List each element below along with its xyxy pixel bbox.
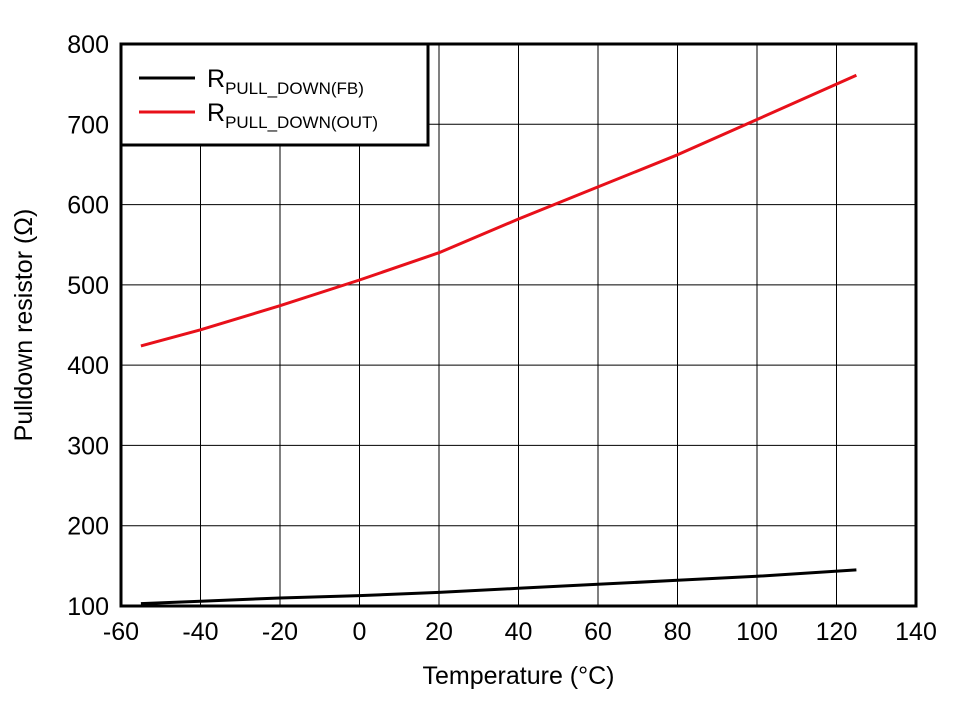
y-tick-label: 400 [67, 352, 109, 380]
legend: RPULL_DOWN(FB) RPULL_DOWN(OUT) [119, 42, 430, 147]
y-axis-title: Pulldown resistor (Ω) [10, 209, 38, 442]
y-tick-label: 500 [67, 272, 109, 300]
legend-label-out-sub: PULL_DOWN(OUT) [225, 113, 378, 132]
x-tick-label: -40 [182, 618, 218, 646]
legend-box [119, 42, 430, 147]
x-tick-label: 80 [664, 618, 692, 646]
legend-label-fb-sub: PULL_DOWN(FB) [225, 79, 364, 98]
series-line-0 [140, 568, 857, 606]
y-tick-label: 200 [67, 513, 109, 541]
legend-label-fb: RPULL_DOWN(FB) [207, 65, 364, 98]
series-lines [140, 73, 858, 606]
plot-frame [119, 42, 918, 608]
x-tick-label: -60 [103, 618, 139, 646]
x-tick-label: 140 [895, 618, 937, 646]
y-tick-labels: 100 200 300 400 500 600 700 800 [67, 31, 109, 621]
y-tick-label: 600 [67, 192, 109, 220]
x-tick-label: 120 [816, 618, 858, 646]
x-tick-label: -20 [262, 618, 298, 646]
x-tick-label: 60 [584, 618, 612, 646]
legend-label-out: RPULL_DOWN(OUT) [207, 99, 378, 132]
y-tick-label: 100 [67, 593, 109, 621]
x-axis-title: Temperature (°C) [423, 662, 615, 690]
y-tick-label: 800 [67, 31, 109, 59]
y-tick-label: 300 [67, 432, 109, 460]
series-line-1 [140, 73, 858, 348]
y-tick-label: 700 [67, 111, 109, 139]
x-tick-label: 40 [505, 618, 533, 646]
legend-label-out-main: R [207, 99, 225, 127]
x-tick-label: 0 [353, 618, 367, 646]
x-tick-label: 100 [736, 618, 778, 646]
x-tick-label: 20 [425, 618, 453, 646]
legend-label-fb-main: R [207, 65, 225, 93]
x-tick-labels: -60 -40 -20 0 20 40 60 80 100 120 140 [103, 618, 937, 646]
